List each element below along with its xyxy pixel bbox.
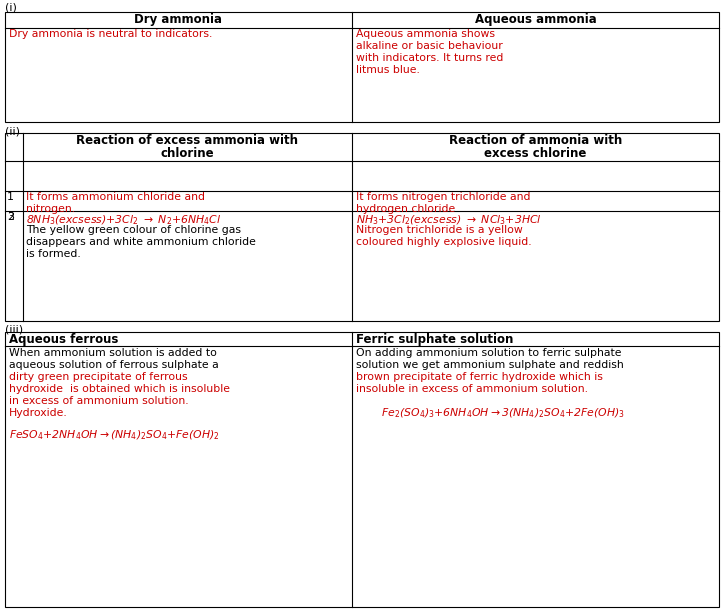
Text: (iii): (iii): [5, 325, 23, 335]
Text: hydrogen chloride: hydrogen chloride: [356, 204, 455, 214]
Text: 1: 1: [7, 192, 14, 202]
Text: The yellow green colour of chlorine gas: The yellow green colour of chlorine gas: [26, 225, 241, 235]
Text: When ammonium solution is added to: When ammonium solution is added to: [9, 348, 217, 358]
Text: Dry ammonia: Dry ammonia: [135, 13, 222, 26]
Text: FeSO$_4$+2NH$_4$OH$\rightarrow$(NH$_4$)$_2$SO$_4$+Fe(OH)$_2$: FeSO$_4$+2NH$_4$OH$\rightarrow$(NH$_4$)$…: [9, 428, 219, 442]
Text: It forms nitrogen trichloride and: It forms nitrogen trichloride and: [356, 192, 531, 202]
Text: aqueous solution of ferrous sulphate a: aqueous solution of ferrous sulphate a: [9, 360, 219, 370]
Text: 3: 3: [7, 212, 14, 222]
Bar: [5, 133, 719, 321]
Text: dirty green precipitate of ferrous: dirty green precipitate of ferrous: [9, 372, 188, 382]
Text: 2: 2: [7, 212, 14, 222]
Text: Reaction of ammonia with: Reaction of ammonia with: [449, 134, 622, 147]
Text: chlorine: chlorine: [161, 147, 214, 160]
Text: solution we get ammonium sulphate and reddish: solution we get ammonium sulphate and re…: [356, 360, 624, 370]
Text: insoluble in excess of ammonium solution.: insoluble in excess of ammonium solution…: [356, 384, 588, 394]
Text: Aqueous ammonia shows: Aqueous ammonia shows: [356, 29, 495, 39]
Text: brown precipitate of ferric hydroxide which is: brown precipitate of ferric hydroxide wh…: [356, 372, 603, 382]
Text: It forms ammonium chloride and: It forms ammonium chloride and: [26, 192, 205, 202]
Text: 8NH$_3$(excsess)+3Cl$_2$ $\rightarrow$ N$_2$+6NH$_4$Cl: 8NH$_3$(excsess)+3Cl$_2$ $\rightarrow$ N…: [26, 213, 222, 227]
Text: disappears and white ammonium chloride: disappears and white ammonium chloride: [26, 237, 256, 247]
Text: in excess of ammonium solution.: in excess of ammonium solution.: [9, 396, 189, 406]
Text: coloured highly explosive liquid.: coloured highly explosive liquid.: [356, 237, 531, 247]
Text: nitrogen.: nitrogen.: [26, 204, 75, 214]
Text: Fe$_2$(SO$_4$)$_3$+6NH$_4$OH$\rightarrow$3(NH$_4$)$_2$SO$_4$+2Fe(OH)$_3$: Fe$_2$(SO$_4$)$_3$+6NH$_4$OH$\rightarrow…: [381, 406, 625, 420]
Text: Aqueous ferrous: Aqueous ferrous: [9, 333, 119, 346]
Text: alkaline or basic behaviour: alkaline or basic behaviour: [356, 41, 502, 51]
Text: (i): (i): [5, 3, 17, 13]
Text: litmus blue.: litmus blue.: [356, 65, 420, 75]
Text: with indicators. It turns red: with indicators. It turns red: [356, 53, 503, 63]
Text: Hydroxide.: Hydroxide.: [9, 408, 68, 418]
Text: Aqueous ammonia: Aqueous ammonia: [475, 13, 597, 26]
Text: excess chlorine: excess chlorine: [484, 147, 586, 160]
Bar: [5, 332, 719, 607]
Text: (ii): (ii): [5, 126, 20, 136]
Text: Nitrogen trichloride is a yellow: Nitrogen trichloride is a yellow: [356, 225, 523, 235]
Text: hydroxide  is obtained which is insoluble: hydroxide is obtained which is insoluble: [9, 384, 230, 394]
Bar: [5, 12, 719, 122]
Text: Ferric sulphate solution: Ferric sulphate solution: [356, 333, 513, 346]
Text: Reaction of excess ammonia with: Reaction of excess ammonia with: [77, 134, 298, 147]
Text: On adding ammonium solution to ferric sulphate: On adding ammonium solution to ferric su…: [356, 348, 621, 358]
Text: is formed.: is formed.: [26, 249, 81, 259]
Text: Dry ammonia is neutral to indicators.: Dry ammonia is neutral to indicators.: [9, 29, 212, 39]
Text: NH$_3$+3Cl$_2$(excsess) $\rightarrow$ NCl$_3$+3HCl: NH$_3$+3Cl$_2$(excsess) $\rightarrow$ NC…: [356, 213, 542, 227]
